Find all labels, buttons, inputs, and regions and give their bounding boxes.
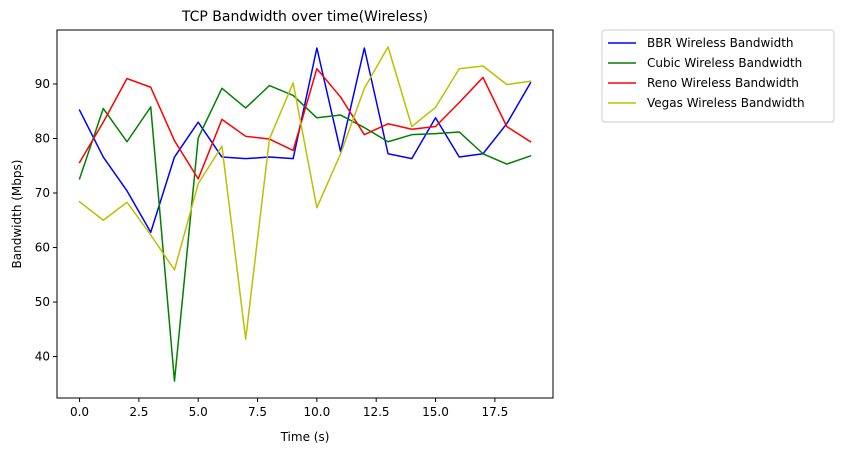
series-line-2: [78, 84, 532, 382]
legend-frame: [601, 29, 835, 123]
y-tick-label: 50: [35, 295, 50, 309]
series-line-3: [78, 67, 532, 180]
plot-area: [56, 29, 554, 399]
chart-title: TCP Bandwidth over time(Wireless): [181, 9, 428, 25]
legend-label-2: Cubic Wireless Bandwidth: [647, 56, 802, 70]
y-axis-label: Bandwidth (Mbps): [10, 160, 24, 269]
x-tick-label: 5.0: [189, 405, 208, 419]
y-tick-label: 60: [35, 241, 50, 255]
series-layer: [78, 46, 532, 382]
x-axis: 0.0 2.5 5.0 7.5 10.0 12.5 15.0 17.5: [70, 398, 508, 419]
x-axis-label: Time (s): [280, 430, 330, 444]
x-tick-label: 15.0: [422, 405, 449, 419]
x-tick-label: 10.0: [304, 405, 331, 419]
plot-frame: [56, 29, 554, 399]
x-tick-label: 2.5: [129, 405, 148, 419]
x-tick-label: 17.5: [481, 405, 508, 419]
y-tick-label: 80: [35, 131, 50, 145]
legend-label-3: Reno Wireless Bandwidth: [647, 76, 799, 90]
y-tick-label: 70: [35, 186, 50, 200]
y-tick-label: 40: [35, 350, 50, 364]
legend-label-1: BBR Wireless Bandwidth: [647, 36, 794, 50]
legend-label-4: Vegas Wireless Bandwidth: [647, 96, 805, 110]
x-tick-label: 7.5: [248, 405, 267, 419]
legend: BBR Wireless Bandwidth Cubic Wireless Ban…: [601, 29, 835, 123]
x-tick-label: 0.0: [70, 405, 89, 419]
y-tick-label: 90: [35, 77, 50, 91]
x-tick-label: 12.5: [363, 405, 390, 419]
series-line-1: [78, 47, 532, 234]
series-line-4: [78, 46, 532, 340]
y-axis: 40 50 60 70 80 90: [35, 77, 57, 364]
